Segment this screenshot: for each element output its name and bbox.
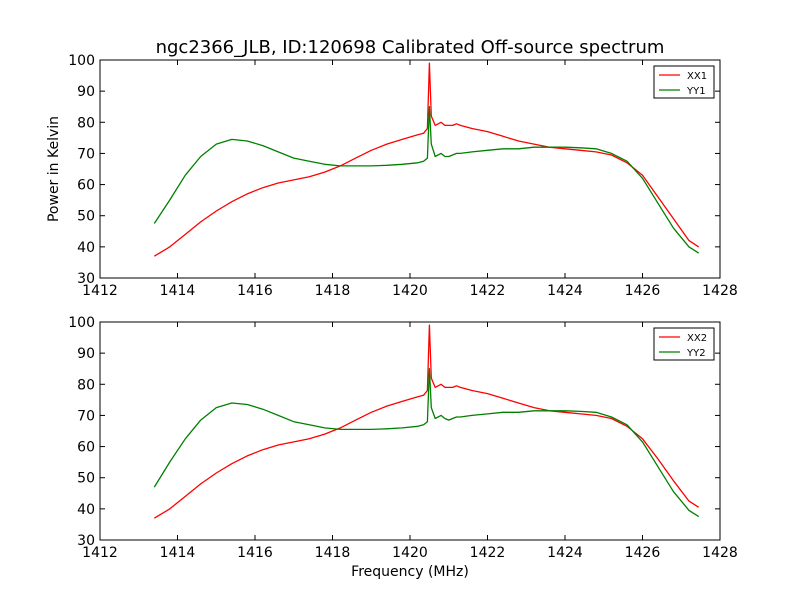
x-tick-label: 1418 — [315, 545, 351, 561]
legend-label-yy2: YY2 — [686, 348, 706, 359]
series-line-yy2 — [153, 368, 700, 518]
x-tick-label: 1414 — [160, 545, 196, 561]
x-tick-label: 1422 — [470, 283, 506, 299]
y-tick-label: 90 — [77, 346, 95, 362]
chart-title: ngc2366_JLB, ID:120698 Calibrated Off-so… — [156, 37, 665, 58]
y-tick-label: 30 — [77, 533, 95, 549]
y-tick-label: 60 — [77, 440, 95, 456]
y-tick-label: 100 — [68, 315, 95, 331]
x-tick-label: 1428 — [702, 283, 738, 299]
bottom-panel: 1412 1414 1416 1418 1420 1422 1424 1426 1428 30 40… — [68, 315, 738, 580]
legend-label-xx1: XX1 — [687, 71, 707, 82]
x-tick-label: 1416 — [237, 545, 273, 561]
x-tick-label: 1420 — [392, 283, 428, 299]
x-tick-label: 1420 — [392, 545, 428, 561]
y-tick-label: 40 — [77, 240, 95, 256]
x-tick-label: 1422 — [470, 545, 506, 561]
top-panel: 1412 1414 1416 1418 1420 1422 1424 1426 1428 30 40… — [46, 53, 738, 299]
y-axis-label: Power in Kelvin — [46, 116, 62, 222]
x-tick-label: 1416 — [237, 283, 273, 299]
x-tick-label: 1412 — [82, 283, 118, 299]
y-tick-label: 40 — [77, 502, 95, 518]
y-tick-label: 30 — [77, 271, 95, 287]
series-line-xx1 — [153, 62, 700, 257]
y-tick-label: 80 — [77, 115, 95, 131]
y-tick-label: 90 — [77, 84, 95, 100]
x-tick-label: 1428 — [702, 545, 738, 561]
y-tick-label: 80 — [77, 377, 95, 393]
legend-label-xx2: XX2 — [687, 333, 707, 344]
legend-label-yy1: YY1 — [686, 86, 706, 97]
x-tick-label: 1424 — [547, 545, 583, 561]
series-line-xx2 — [153, 324, 700, 519]
x-tick-label: 1414 — [160, 283, 196, 299]
x-tick-label: 1426 — [625, 283, 661, 299]
legend-box — [653, 65, 715, 99]
x-tick-label: 1424 — [547, 283, 583, 299]
x-tick-label: 1426 — [625, 545, 661, 561]
y-tick-label: 70 — [77, 146, 95, 162]
y-tick-label: 70 — [77, 408, 95, 424]
y-tick-label: 60 — [77, 178, 95, 194]
y-tick-label: 50 — [77, 209, 95, 225]
x-tick-label: 1418 — [315, 283, 351, 299]
legend-box — [653, 327, 715, 361]
x-axis-label: Frequency (MHz) — [351, 564, 469, 580]
y-tick-label: 50 — [77, 471, 95, 487]
x-tick-label: 1412 — [82, 545, 118, 561]
series-line-yy1 — [153, 106, 700, 254]
y-tick-label: 100 — [68, 53, 95, 69]
